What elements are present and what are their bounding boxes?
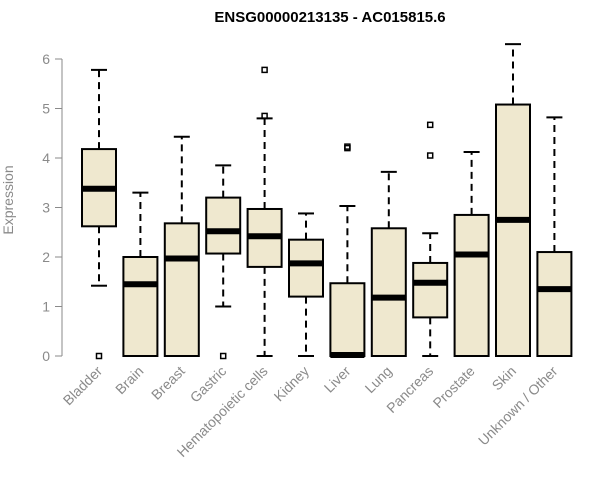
x-tick-label: Breast <box>148 363 188 403</box>
outlier-point <box>261 112 268 120</box>
y-tick-label: 5 <box>42 101 50 117</box>
box-brain <box>122 191 159 357</box>
outlier-point <box>426 121 434 129</box>
x-tick-label: Bladder <box>60 363 106 409</box>
box-skin <box>495 43 531 358</box>
box-iqr <box>536 251 573 357</box>
box-iqr <box>288 238 324 298</box>
x-tick-label: Lung <box>362 363 395 396</box>
y-axis-label: Expression <box>0 165 16 234</box>
box-iqr <box>370 227 407 357</box>
outlier-point <box>426 152 434 159</box>
y-tick-label: 6 <box>42 51 50 67</box>
y-axis: 0 1 2 3 4 5 6 <box>42 51 63 364</box>
box-iqr <box>453 213 490 357</box>
x-tick-label: Prostate <box>430 363 478 411</box>
y-tick-label: 2 <box>42 249 50 265</box>
boxes-layer <box>81 43 573 360</box>
box-hematopoietic-cells <box>246 66 283 357</box>
box-prostate <box>453 151 490 357</box>
outlier-point <box>344 143 351 150</box>
box-iqr <box>412 261 449 319</box>
x-tick-label: Unknown / Other <box>475 363 561 449</box>
box-kidney <box>288 212 324 357</box>
box-pancreas <box>412 121 449 357</box>
box-iqr <box>495 103 531 358</box>
box-bladder <box>81 68 117 360</box>
y-tick-label: 3 <box>42 200 50 216</box>
box-breast <box>163 135 200 357</box>
box-iqr <box>163 222 200 357</box>
box-lung <box>370 170 407 357</box>
box-gastric <box>205 164 242 360</box>
y-tick-label: 4 <box>42 150 50 166</box>
box-liver <box>329 143 366 359</box>
y-tick-label: 0 <box>42 348 50 364</box>
x-tick-label: Skin <box>489 363 520 394</box>
box-iqr <box>205 196 242 255</box>
outlier-point <box>261 66 268 74</box>
box-iqr <box>329 282 366 357</box>
x-tick-label: Kidney <box>271 363 313 405</box>
x-tick-label: Brain <box>112 363 146 397</box>
x-tick-label: Liver <box>321 363 354 396</box>
box-unknown-other <box>536 116 573 357</box>
y-tick-label: 1 <box>42 299 50 315</box>
box-iqr <box>122 256 159 357</box>
outlier-point <box>219 352 227 360</box>
chart-title: ENSG00000213135 - AC015815.6 <box>214 9 445 26</box>
outlier-point <box>95 352 103 360</box>
